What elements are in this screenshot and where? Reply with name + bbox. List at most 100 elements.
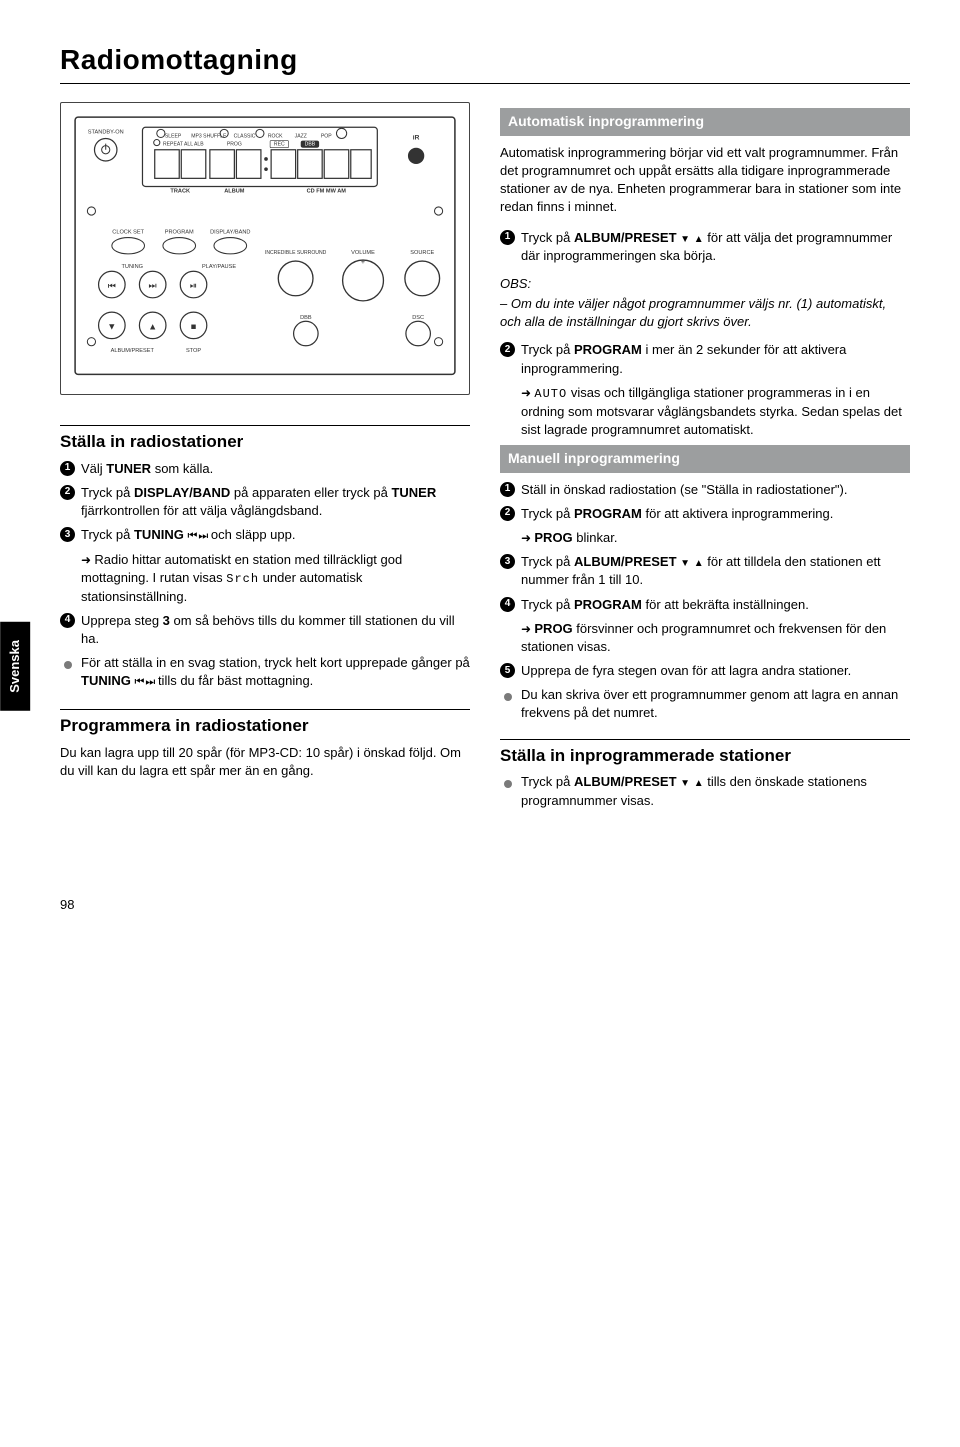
bullet-icon bbox=[60, 657, 75, 672]
step-text: Ställ in önskad radiostation (se "Ställa… bbox=[521, 481, 910, 499]
svg-text:DSC: DSC bbox=[412, 315, 424, 321]
two-column-layout: Svenska SLEEP MP3 SHUFFLE CLASSIC ROCK J… bbox=[60, 102, 910, 816]
svg-text:+: + bbox=[361, 258, 365, 266]
step-text: Tryck på DISPLAY/BAND på apparaten eller… bbox=[81, 484, 470, 520]
svg-text:TUNING: TUNING bbox=[122, 264, 144, 270]
svg-text:REPEAT ALL ALB: REPEAT ALL ALB bbox=[163, 142, 204, 148]
step: 1 Tryck på ALBUM/PRESET för att välja de… bbox=[500, 229, 910, 265]
step-number-icon: 1 bbox=[500, 230, 515, 245]
step-text: Upprepa de fyra stegen ovan för att lagr… bbox=[521, 662, 910, 680]
device-svg: SLEEP MP3 SHUFFLE CLASSIC ROCK JAZZ POP … bbox=[71, 113, 459, 378]
step: 4 Tryck på PROGRAM för att bekräfta inst… bbox=[500, 596, 910, 614]
svg-text:⏭: ⏭ bbox=[149, 281, 157, 291]
step-text: Tryck på PROGRAM i mer än 2 sekunder för… bbox=[521, 341, 910, 377]
step-text: För att ställa in en svag station, tryck… bbox=[81, 654, 470, 691]
step-number-icon: 2 bbox=[60, 485, 75, 500]
svg-text:STOP: STOP bbox=[186, 348, 201, 354]
page-title: Radiomottagning bbox=[60, 40, 910, 79]
step: 2 Tryck på PROGRAM för att aktivera inpr… bbox=[500, 505, 910, 523]
step-text: Tryck på ALBUM/PRESET tills den önskade … bbox=[521, 773, 910, 809]
step-result: PROG blinkar. bbox=[521, 529, 910, 547]
step-result: AUTO visas och tillgängliga stationer pr… bbox=[521, 384, 910, 439]
svg-text:⏮: ⏮ bbox=[108, 281, 116, 291]
step: 4 Upprepa steg 3 om så behövs tills du k… bbox=[60, 612, 470, 648]
language-tab: Svenska bbox=[0, 622, 30, 711]
step-number-icon: 3 bbox=[500, 554, 515, 569]
section-heading: Ställa in inprogrammerade stationer bbox=[500, 744, 910, 768]
step-number-icon: 4 bbox=[500, 597, 515, 612]
step-text: Upprepa steg 3 om så behövs tills du kom… bbox=[81, 612, 470, 648]
step-result: Radio hittar automatiskt en station med … bbox=[81, 551, 470, 606]
step: Tryck på ALBUM/PRESET tills den önskade … bbox=[500, 773, 910, 809]
step-text: Tryck på ALBUM/PRESET för att välja det … bbox=[521, 229, 910, 265]
step: 1 Välj TUNER som källa. bbox=[60, 460, 470, 478]
svg-text:▼: ▼ bbox=[107, 322, 116, 332]
step-text: Tryck på PROGRAM för att aktivera inprog… bbox=[521, 505, 910, 523]
step: Du kan skriva över ett programnummer gen… bbox=[500, 686, 910, 722]
step-text: Tryck på PROGRAM för att bekräfta instäl… bbox=[521, 596, 910, 614]
step-number-icon: 2 bbox=[500, 506, 515, 521]
step-number-icon: 3 bbox=[60, 527, 75, 542]
svg-text:DISPLAY/BAND: DISPLAY/BAND bbox=[210, 230, 250, 236]
svg-text:⏯: ⏯ bbox=[190, 281, 197, 291]
svg-text:VOLUME: VOLUME bbox=[351, 250, 375, 256]
note-body: – Om du inte väljer något programnummer … bbox=[500, 295, 910, 331]
section-heading: Programmera in radiostationer bbox=[60, 714, 470, 738]
svg-text:■: ■ bbox=[191, 322, 197, 332]
bullet-icon bbox=[500, 689, 515, 704]
left-column: Svenska SLEEP MP3 SHUFFLE CLASSIC ROCK J… bbox=[60, 102, 470, 816]
svg-text:SLEEP: SLEEP bbox=[165, 134, 182, 140]
step-number-icon: 1 bbox=[500, 482, 515, 497]
subsection-bar: Manuell inprogrammering bbox=[500, 445, 910, 473]
svg-text:TRACK: TRACK bbox=[170, 189, 190, 195]
device-illustration: SLEEP MP3 SHUFFLE CLASSIC ROCK JAZZ POP … bbox=[60, 102, 470, 395]
page-number: 98 bbox=[60, 896, 910, 914]
note-heading: OBS: bbox=[500, 275, 910, 293]
svg-text:INCREDIBLE SURROUND: INCREDIBLE SURROUND bbox=[265, 250, 327, 256]
step-number-icon: 1 bbox=[60, 461, 75, 476]
svg-text:PROG: PROG bbox=[227, 142, 242, 148]
svg-text:PROGRAM: PROGRAM bbox=[165, 230, 194, 236]
svg-text:POP: POP bbox=[321, 134, 332, 140]
step-text: Du kan skriva över ett programnummer gen… bbox=[521, 686, 910, 722]
svg-text:PLAY/PAUSE: PLAY/PAUSE bbox=[202, 264, 236, 270]
step-text: Välj TUNER som källa. bbox=[81, 460, 470, 478]
svg-text:JAZZ: JAZZ bbox=[295, 134, 307, 140]
svg-text:SOURCE: SOURCE bbox=[410, 250, 434, 256]
step-number-icon: 4 bbox=[60, 613, 75, 628]
section-rule bbox=[60, 425, 470, 426]
svg-text:ALBUM: ALBUM bbox=[224, 189, 245, 195]
step-number-icon: 2 bbox=[500, 342, 515, 357]
step: 2 Tryck på PROGRAM i mer än 2 sekunder f… bbox=[500, 341, 910, 377]
svg-text:ALBUM/PRESET: ALBUM/PRESET bbox=[111, 348, 155, 354]
bullet-icon bbox=[500, 776, 515, 791]
title-rule bbox=[60, 83, 910, 84]
section-rule bbox=[60, 709, 470, 710]
section-heading: Ställa in radiostationer bbox=[60, 430, 470, 454]
svg-text:DBB: DBB bbox=[300, 315, 312, 321]
body-text: Automatisk inprogrammering börjar vid et… bbox=[500, 144, 910, 217]
svg-text:CD FM MW AM: CD FM MW AM bbox=[307, 189, 347, 195]
step: 1 Ställ in önskad radiostation (se "Stäl… bbox=[500, 481, 910, 499]
svg-text:iR: iR bbox=[413, 135, 420, 142]
step: 3 Tryck på ALBUM/PRESET för att tilldela… bbox=[500, 553, 910, 589]
svg-text:DBB: DBB bbox=[305, 142, 316, 148]
step-text: Tryck på ALBUM/PRESET för att tilldela d… bbox=[521, 553, 910, 589]
subsection-bar: Automatisk inprogrammering bbox=[500, 108, 910, 136]
svg-text:▲: ▲ bbox=[148, 322, 157, 332]
svg-text:CLASSIC: CLASSIC bbox=[234, 134, 256, 140]
step: 2 Tryck på DISPLAY/BAND på apparaten ell… bbox=[60, 484, 470, 520]
svg-text:REC: REC bbox=[274, 142, 285, 148]
svg-text:STANDBY-ON: STANDBY-ON bbox=[88, 130, 124, 136]
svg-text:ROCK: ROCK bbox=[268, 134, 283, 140]
right-column: Automatisk inprogrammering Automatisk in… bbox=[500, 102, 910, 816]
step-number-icon: 5 bbox=[500, 663, 515, 678]
step-result: PROG försvinner och programnumret och fr… bbox=[521, 620, 910, 656]
svg-text:CLOCK SET: CLOCK SET bbox=[112, 230, 144, 236]
step-text: Tryck på TUNING och släpp upp. bbox=[81, 526, 470, 544]
body-text: Du kan lagra upp till 20 spår (för MP3-C… bbox=[60, 744, 470, 780]
section-rule bbox=[500, 739, 910, 740]
step: 5 Upprepa de fyra stegen ovan för att la… bbox=[500, 662, 910, 680]
step: 3 Tryck på TUNING och släpp upp. bbox=[60, 526, 470, 544]
step: För att ställa in en svag station, tryck… bbox=[60, 654, 470, 691]
